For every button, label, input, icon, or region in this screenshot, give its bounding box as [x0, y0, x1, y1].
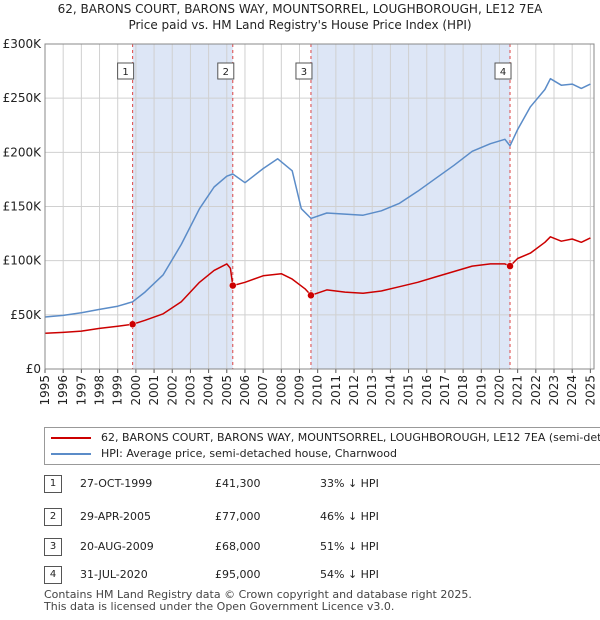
- x-tick-label: 2019: [474, 375, 488, 406]
- x-tick-label: 2024: [565, 375, 579, 406]
- x-tick-label: 2000: [129, 375, 143, 406]
- y-tick-label: £150K: [3, 200, 43, 214]
- x-tick-label: 2023: [547, 375, 561, 406]
- x-tick-label: 2017: [438, 375, 452, 406]
- y-tick-label: £250K: [3, 91, 43, 105]
- price-chart: £0 £50K £100K £150K £200K £250K £300K 1995 1996…: [3, 37, 598, 406]
- marker-box: [494, 62, 512, 80]
- transaction-price: £95,000: [215, 568, 261, 581]
- x-tick-label: 2001: [147, 375, 161, 406]
- x-tick-label: 2005: [220, 375, 234, 406]
- y-tick-label: £50K: [10, 308, 42, 322]
- x-tick-label: 2010: [311, 375, 325, 406]
- x-tick-label: 2004: [202, 375, 216, 406]
- marker-box-label: 4: [500, 67, 506, 78]
- transaction-row: 3 20-AUG-2009 £68,000 51% ↓ HPI: [0, 538, 600, 560]
- x-tick-label: 2022: [529, 375, 543, 406]
- property-series-line: [44, 236, 591, 335]
- transaction-hpi-diff: 33% ↓ HPI: [320, 477, 379, 490]
- marker-box-label: 1: [122, 67, 128, 78]
- x-tick-label: 1997: [74, 375, 88, 406]
- x-tick-label: 2018: [456, 375, 470, 406]
- transaction-price: £77,000: [215, 510, 261, 523]
- transaction-hpi-diff: 46% ↓ HPI: [320, 510, 379, 523]
- x-tick-label: 2002: [165, 375, 179, 406]
- chart-legend: 62, BARONS COURT, BARONS WAY, MOUNTSORRE…: [44, 427, 600, 465]
- marker-box: [217, 62, 235, 80]
- y-tick-label: £300K: [3, 37, 43, 51]
- x-tick-label: 2014: [383, 375, 397, 406]
- marker-box-label: 3: [301, 67, 307, 78]
- x-tick-label: 1996: [56, 375, 70, 406]
- legend-label-hpi: HPI: Average price, semi-detached house,…: [101, 447, 397, 460]
- x-tick-label: 2012: [347, 375, 361, 406]
- y-tick-label: £200K: [3, 145, 43, 159]
- sale-point: [229, 281, 237, 290]
- marker-box: [117, 62, 135, 80]
- transaction-row: 2 29-APR-2005 £77,000 46% ↓ HPI: [0, 508, 600, 530]
- x-tick-label: 2016: [420, 375, 434, 406]
- transaction-row: 1 27-OCT-1999 £41,300 33% ↓ HPI: [0, 475, 600, 497]
- x-tick-label: 2008: [274, 375, 288, 406]
- x-tick-label: 2007: [256, 375, 270, 406]
- x-tick-label: 2013: [365, 375, 379, 406]
- hpi-series-line: [44, 77, 591, 318]
- x-tick-label: 2009: [293, 375, 307, 406]
- transaction-number-badge: 2: [44, 508, 62, 526]
- x-tick-label: 2003: [183, 375, 197, 406]
- transaction-number-badge: 4: [44, 566, 62, 584]
- legend-swatch-hpi: [51, 453, 91, 455]
- x-tick-label: 2015: [402, 375, 416, 406]
- sale-point: [307, 291, 315, 300]
- transaction-number-badge: 3: [44, 538, 62, 556]
- x-tick-label: 1999: [111, 375, 125, 406]
- x-tick-label: 2020: [492, 375, 506, 406]
- sale-point: [506, 262, 514, 270]
- transaction-hpi-diff: 54% ↓ HPI: [320, 568, 379, 581]
- marker-box-label: 2: [223, 67, 229, 78]
- transaction-number-badge: 1: [44, 475, 62, 493]
- chart-subtitle: Price paid vs. HM Land Registry's House …: [128, 18, 472, 32]
- chart-title-address: 62, BARONS COURT, BARONS WAY, MOUNTSORRE…: [57, 2, 543, 16]
- sale-point: [128, 320, 137, 329]
- x-tick-label: 2006: [238, 375, 252, 406]
- x-tick-label: 1998: [93, 375, 107, 406]
- x-tick-label: 2025: [583, 375, 597, 406]
- legend-label-property: 62, BARONS COURT, BARONS WAY, MOUNTSORRE…: [101, 431, 600, 444]
- transaction-price: £68,000: [215, 540, 261, 553]
- transaction-row: 4 31-JUL-2020 £95,000 54% ↓ HPI: [0, 566, 600, 588]
- x-tick-label: 2021: [511, 375, 525, 406]
- x-tick-label: 2011: [329, 375, 343, 406]
- legend-swatch-property: [51, 437, 91, 439]
- x-tick-label: 1995: [38, 375, 52, 406]
- transaction-date: 20-AUG-2009: [80, 540, 154, 553]
- transaction-date: 31-JUL-2020: [80, 568, 148, 581]
- plot-frame: [44, 43, 595, 370]
- footer-licence: This data is licensed under the Open Gov…: [44, 600, 395, 613]
- footer-copyright: Contains HM Land Registry data © Crown c…: [44, 588, 472, 601]
- y-tick-label: £100K: [3, 254, 43, 268]
- footer: Contains HM Land Registry data © Crown c…: [44, 589, 472, 613]
- marker-box: [295, 62, 313, 80]
- y-tick-label: £0: [26, 362, 41, 376]
- transaction-date: 27-OCT-1999: [80, 477, 153, 490]
- transaction-date: 29-APR-2005: [80, 510, 152, 523]
- transaction-price: £41,300: [215, 477, 261, 490]
- transaction-hpi-diff: 51% ↓ HPI: [320, 540, 379, 553]
